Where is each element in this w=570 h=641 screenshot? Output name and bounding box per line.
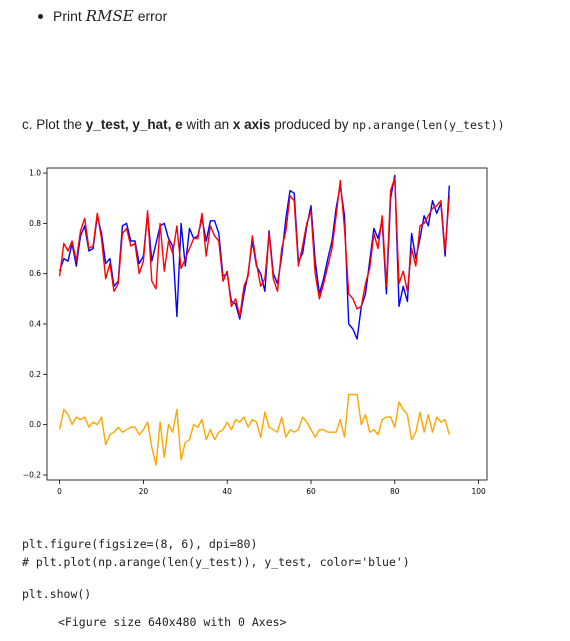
y-tick-label: −0.2 <box>23 470 41 479</box>
bullet-item: Print RMSE error <box>38 7 167 25</box>
heading-bold2: x axis <box>232 117 271 132</box>
plot-area-frame <box>46 167 488 481</box>
bullet-math: RMSE <box>85 7 134 25</box>
heading-code: np.arange(len(y_test)) <box>352 118 505 132</box>
heading-bold1: y_test, y_hat, e <box>85 117 183 132</box>
x-tick-label: 20 <box>139 487 149 496</box>
x-tick-label: 100 <box>471 487 486 496</box>
code-line-1: plt.figure(figsize=(8, 6), dpi=80) <box>22 537 258 551</box>
bullet-prefix: Print <box>53 8 82 24</box>
code-line-2: # plt.plot(np.arange(len(y_test)), y_tes… <box>22 555 410 569</box>
line-chart: 0 20 40 60 80 100 −0.2 0.0 0.2 0.4 0.6 0.8 1.0 <box>23 167 488 496</box>
series-line-1 <box>58 177 450 318</box>
x-tick-label: 0 <box>57 487 62 496</box>
y-tick-label: 0.4 <box>29 320 41 329</box>
heading-part2: with an <box>182 117 233 132</box>
bullet-dot-icon <box>38 13 43 19</box>
x-tick-label: 40 <box>222 487 232 496</box>
code-line-3: plt.show() <box>22 587 92 601</box>
heading-part3: produced by <box>270 117 353 132</box>
cell-output: <Figure size 640x480 with 0 Axes> <box>58 615 287 629</box>
x-tick-label: 80 <box>390 487 400 496</box>
y-tick-label: 0.2 <box>29 370 41 379</box>
y-tick-label: 0.0 <box>29 420 41 429</box>
chart-figure: 0 20 40 60 80 100 −0.2 0.0 0.2 0.4 0.6 0.8 1.0 <box>20 160 490 505</box>
heading-part1: c. Plot the <box>22 117 86 132</box>
y-tick-label: 0.6 <box>29 269 41 278</box>
y-tick-label: 0.8 <box>29 219 41 228</box>
y-tick-label: 1.0 <box>29 169 41 178</box>
x-tick-label: 60 <box>306 487 316 496</box>
series-line-2 <box>58 393 450 466</box>
bullet-suffix: error <box>137 8 168 24</box>
section-heading: c. Plot the y_test, y_hat, e with an x a… <box>22 117 505 132</box>
